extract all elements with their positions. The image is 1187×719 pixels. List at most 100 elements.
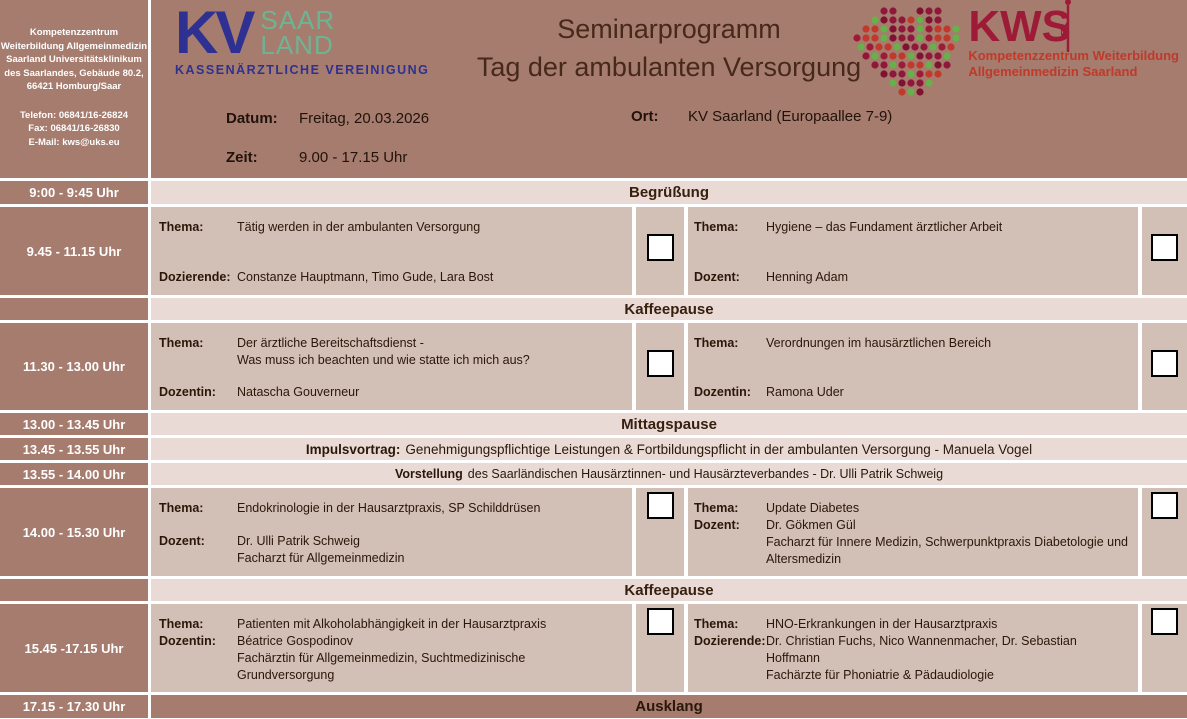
thema-label: Thema: xyxy=(159,501,204,515)
saarland-dots-icon xyxy=(853,7,960,96)
checkbox-gutter xyxy=(1142,488,1187,576)
aesculapius-staff-icon xyxy=(1061,0,1071,52)
datum-label: Datum: xyxy=(226,110,278,127)
title-line1: Seminarprogramm xyxy=(557,14,781,44)
dozent-text: Constanze Hauptmann, Timo Gude, Lara Bos… xyxy=(237,270,494,284)
thema-label: Thema: xyxy=(694,220,739,234)
contact-fax: Fax: 06841/16-26830 xyxy=(28,123,120,134)
checkbox-gutter xyxy=(636,323,684,410)
session-cell-right: Thema: Verordnungen im hausärztlichen Ber… xyxy=(688,323,1138,410)
zeit-value: 9.00 - 17.15 Uhr xyxy=(299,149,408,166)
dozent-label: Dozentin: xyxy=(159,385,216,399)
time-cell: 17.15 - 17.30 Uhr xyxy=(0,695,148,718)
dozent-text: Dr. Gökmen Gül Facharzt für Innere Medizi… xyxy=(766,518,1128,566)
thema-label: Thema: xyxy=(159,336,204,350)
title-line2: Tag der ambulanten Versorgung xyxy=(476,52,862,82)
kws-subtitle-1: Kompetenzzentrum Weiterbildung xyxy=(968,48,1179,63)
session-checkbox[interactable] xyxy=(1151,608,1178,635)
thema-text: Endokrinologie in der Hausarztpraxis, SP… xyxy=(237,501,541,515)
contact-box: Kompetenzzentrum Weiterbildung Allgemein… xyxy=(0,0,148,178)
thema-text: Der ärztliche Bereitschaftsdienst - Was m… xyxy=(237,336,530,367)
thema-text: Update Diabetes xyxy=(766,501,860,515)
schedule-table: 9:00 - 9:45 Uhr Begrüßung 9.45 - 11.15 U… xyxy=(0,181,1187,718)
contact-line: Saarland Universitätsklinikum xyxy=(6,54,142,65)
time-cell: 14.00 - 15.30 Uhr xyxy=(0,488,148,576)
session-checkbox[interactable] xyxy=(646,350,674,377)
kv-tagline: KASSENÄRZTLICHE VEREINIGUNG xyxy=(175,63,430,77)
session-cell-left: Thema: Tätig werden in der ambulanten Ver… xyxy=(151,207,632,295)
ort-label: Ort: xyxy=(631,108,659,125)
dozent-label: Dozierende: xyxy=(159,270,231,284)
contact-line: Kompetenzzentrum xyxy=(29,27,119,38)
session-checkbox[interactable] xyxy=(646,492,674,519)
ort-value: KV Saarland (Europaallee 7-9) xyxy=(688,108,893,125)
time-cell: 9.45 - 11.15 Uhr xyxy=(0,207,148,295)
impulsvortrag-label: Impulsvortrag: xyxy=(305,441,401,457)
thema-label: Thema: xyxy=(159,220,204,234)
contact-email: E-Mail: kws@uks.eu xyxy=(28,136,120,148)
zeit-label: Zeit: xyxy=(226,149,258,166)
session-row: Thema: Patienten mit Alkoholabhängigkeit … xyxy=(151,604,1187,692)
session-cell-left: Thema: Patienten mit Alkoholabhängigkeit … xyxy=(151,604,632,692)
session-row: Thema: Tätig werden in der ambulanten Ver… xyxy=(151,207,1187,295)
vorstellung-label: Vorstellung xyxy=(394,467,463,481)
time-cell: 9:00 - 9:45 Uhr xyxy=(0,181,148,204)
checkbox-gutter xyxy=(636,207,684,295)
dozent-label: Dozent: xyxy=(694,270,740,284)
time-cell: 13.55 - 14.00 Uhr xyxy=(0,463,148,485)
time-cell: 13.45 - 13.55 Uhr xyxy=(0,438,148,460)
session-checkbox[interactable] xyxy=(646,608,674,635)
session-row: Thema: Der ärztliche Bereitschaftsdienst … xyxy=(151,323,1187,410)
time-cell-empty xyxy=(0,579,148,601)
contact-line: des Saarlandes, Gebäude 80.2, xyxy=(4,67,144,79)
page-title: Seminarprogramm Tag der ambulanten Verso… xyxy=(151,10,1187,86)
dozent-label: Dozentin: xyxy=(159,634,216,648)
dozent-text: Natascha Gouverneur xyxy=(237,385,360,399)
band-kaffeepause: Kaffeepause xyxy=(151,298,1187,320)
contact-line: Weiterbildung Allgemeinmedizin xyxy=(0,40,148,52)
thema-label: Thema: xyxy=(694,501,739,515)
dozent-text: Dr. Ulli Patrik Schweig Facharzt für Allg… xyxy=(237,534,405,565)
band-vorstellung: Vorstellung des Saarländischen Hausärzti… xyxy=(151,463,1187,485)
session-checkbox[interactable] xyxy=(1151,492,1178,519)
session-checkbox[interactable] xyxy=(1151,350,1178,377)
band-mittagspause: Mittagspause xyxy=(151,413,1187,435)
band-impulsvortrag: Impulsvortrag: Genehmigungspflichtige Le… xyxy=(151,438,1187,460)
session-cell-left: Thema: Der ärztliche Bereitschaftsdienst … xyxy=(151,323,632,410)
kv-saarland-text: SAAR LAND xyxy=(260,5,336,60)
dozent-text: Béatrice Gospodinov Fachärztin für Allgem… xyxy=(237,634,526,682)
dozent-text: Dr. Christian Fuchs, Nico Wannenmacher, … xyxy=(766,634,1077,682)
checkbox-gutter xyxy=(1142,323,1187,410)
header-main: KV SAAR LAND KASSENÄRZTLICHE VEREINIGUNG… xyxy=(151,0,1187,178)
dozent-label: Dozierende: xyxy=(694,634,766,648)
thema-text: Hygiene – das Fundament ärztlicher Arbei… xyxy=(766,220,1003,234)
impulsvortrag-text: Genehmigungspflichtige Leistungen & Fort… xyxy=(405,441,1033,457)
band-ausklang: Ausklang xyxy=(151,695,1187,718)
checkbox-gutter xyxy=(1142,604,1187,692)
dozent-label: Dozent: xyxy=(694,518,740,532)
session-cell-right: Thema: Update Diabetes Dozent: Dr. Gökmen … xyxy=(688,488,1138,576)
vorstellung-text: des Saarländischen Hausärztinnen- und Ha… xyxy=(467,467,944,481)
thema-label: Thema: xyxy=(159,617,204,631)
session-checkbox[interactable] xyxy=(1151,234,1178,261)
thema-text: Patienten mit Alkoholabhängigkeit in der… xyxy=(237,617,547,631)
kws-subtitle-2: Allgemeinmedizin Saarland xyxy=(968,64,1138,79)
checkbox-gutter xyxy=(636,488,684,576)
kv-saarland-logo: KV SAAR LAND KASSENÄRZTLICHE VEREINIGUNG xyxy=(175,0,430,78)
kv-logo-text: KV xyxy=(175,0,255,66)
kws-logo-text: KWS xyxy=(968,0,1071,52)
dozent-text: Ramona Uder xyxy=(766,385,844,399)
band-begruessung: Begrüßung xyxy=(151,181,1187,204)
thema-text: Verordnungen im hausärztlichen Bereich xyxy=(766,336,992,350)
dozent-text: Henning Adam xyxy=(766,270,849,284)
thema-text: HNO-Erkrankungen in der Hausarztpraxis xyxy=(766,617,998,631)
session-checkbox[interactable] xyxy=(646,234,674,261)
thema-label: Thema: xyxy=(694,617,739,631)
time-cell-empty xyxy=(0,298,148,320)
kws-logo: KWS Kompetenzzentrum Weiterbildung Allge… xyxy=(846,0,1179,104)
contact-line: 66421 Homburg/Saar xyxy=(26,81,122,92)
dozent-label: Dozent: xyxy=(159,534,205,548)
time-cell: 11.30 - 13.00 Uhr xyxy=(0,323,148,410)
checkbox-gutter xyxy=(636,604,684,692)
contact-phone: Telefon: 06841/16-26824 xyxy=(19,109,129,121)
